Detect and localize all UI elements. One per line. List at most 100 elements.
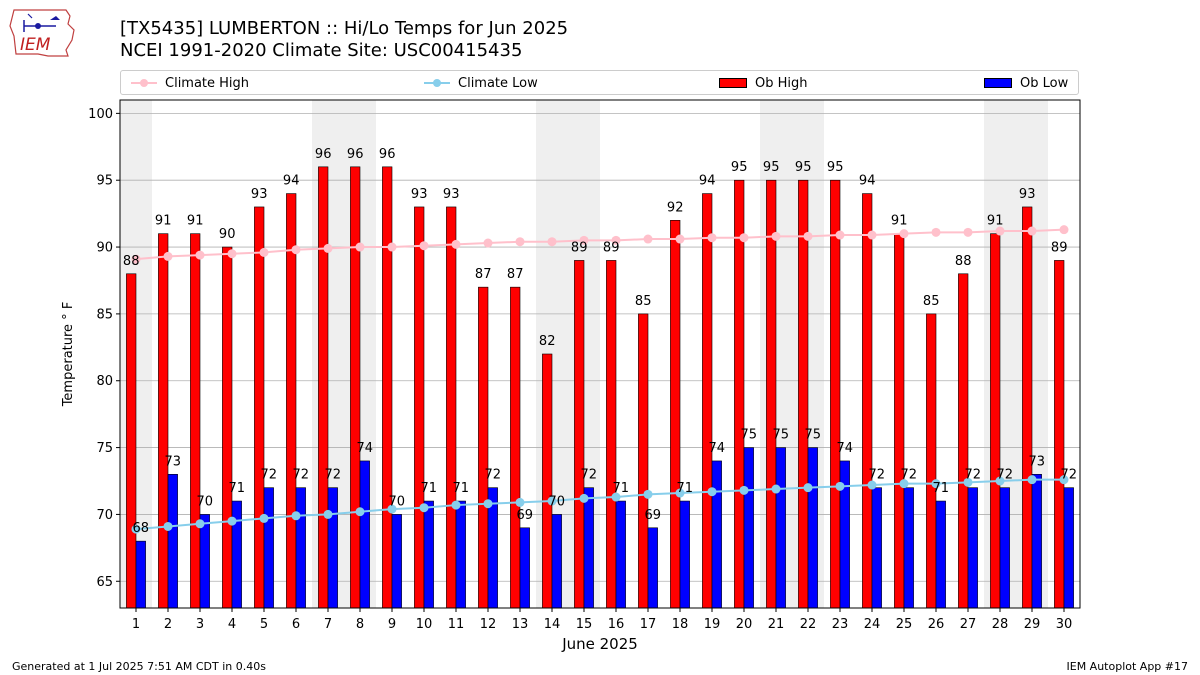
ob-low-value-label: 71 [677, 481, 694, 496]
x-tick-label: 13 [512, 617, 529, 632]
x-tick-label: 24 [864, 617, 881, 632]
ob-low-bar [967, 487, 978, 609]
x-tick-label: 17 [640, 617, 657, 632]
ob-low-value-label: 69 [645, 508, 662, 523]
ob-high-bar [446, 206, 457, 609]
climate-high-point [995, 226, 1005, 236]
climate-low-point [227, 516, 237, 526]
ob-low-value-label: 74 [357, 441, 374, 456]
x-tick-label: 14 [544, 617, 561, 632]
x-tick-label: 15 [576, 617, 593, 632]
ob-low-value-label: 72 [325, 468, 342, 483]
climate-low-point [611, 492, 621, 502]
ob-low-bar [775, 447, 786, 609]
ob-low-value-label: 71 [933, 481, 950, 496]
ob-high-bar [734, 179, 745, 609]
ob-high-value-label: 95 [827, 160, 844, 175]
ob-low-value-label: 69 [517, 508, 534, 523]
ob-high-value-label: 91 [987, 214, 1004, 229]
climate-high-point [163, 251, 173, 261]
iem-logo: IEM [9, 9, 75, 57]
ob-low-bar [711, 460, 722, 609]
x-tick-label: 10 [416, 617, 433, 632]
y-tick-label: 75 [96, 441, 113, 456]
ob-low-bar [903, 487, 914, 609]
ob-high-value-label: 82 [539, 334, 556, 349]
climate-low-point [899, 479, 909, 489]
ob-low-bar [679, 500, 690, 609]
ob-high-bar [126, 273, 137, 609]
x-tick-label: 21 [768, 617, 785, 632]
climate-high-point [931, 227, 941, 237]
ob-low-bar [1031, 474, 1042, 609]
climate-high-point [291, 245, 301, 255]
climate-high-point [451, 239, 461, 249]
climate-low-point [675, 488, 685, 498]
x-tick-label: 25 [896, 617, 913, 632]
ob-low-bar [391, 514, 402, 609]
ob-low-bar [327, 487, 338, 609]
x-tick-label: 30 [1056, 617, 1073, 632]
ob-high-value-label: 87 [507, 267, 524, 282]
climate-high-point [515, 237, 525, 247]
x-tick-label: 11 [448, 617, 465, 632]
x-tick-label: 4 [228, 617, 236, 632]
legend-ob-low-label: Ob Low [1020, 75, 1069, 91]
x-tick-label: 7 [324, 617, 332, 632]
x-tick-label: 2 [164, 617, 172, 632]
climate-high-point [195, 250, 205, 260]
legend-climate-high: Climate High [131, 74, 249, 92]
ob-low-value-label: 75 [741, 428, 758, 443]
ob-low-value-label: 68 [133, 521, 150, 536]
x-tick-label: 26 [928, 617, 945, 632]
ob-high-value-label: 92 [667, 200, 684, 215]
ob-high-bar [894, 233, 905, 609]
climate-low-point [195, 519, 205, 529]
climate-high-point [131, 254, 141, 264]
climate-high-point [1059, 225, 1069, 235]
x-tick-label: 19 [704, 617, 721, 632]
ob-high-bar [350, 166, 361, 609]
title-line-2: NCEI 1991-2020 Climate Site: USC00415435 [120, 40, 523, 61]
ob-high-value-label: 91 [891, 214, 908, 229]
y-tick-label: 90 [96, 241, 113, 256]
ob-high-value-label: 87 [475, 267, 492, 282]
ob-high-bar [702, 193, 713, 609]
legend-climate-low: Climate Low [424, 74, 538, 92]
ob-high-value-label: 95 [795, 160, 812, 175]
climate-low-point [739, 485, 749, 495]
ob-high-bar [958, 273, 969, 609]
ob-low-value-label: 71 [613, 481, 630, 496]
x-tick-label: 9 [388, 617, 396, 632]
climate-low-point [835, 481, 845, 491]
climate-low-point [579, 493, 589, 503]
ob-high-bar [766, 179, 777, 609]
climate-low-point [771, 484, 781, 494]
ob-high-bar [830, 179, 841, 609]
x-tick-label: 12 [480, 617, 497, 632]
weather-station-icon [23, 13, 60, 32]
climate-low-point [1059, 475, 1069, 485]
legend-ob-low: Ob Low [984, 74, 1068, 92]
ob-low-value-label: 70 [389, 494, 406, 509]
ob-low-value-label: 73 [1029, 454, 1046, 469]
x-tick-label: 22 [800, 617, 817, 632]
title-line-1: [TX5435] LUMBERTON :: Hi/Lo Temps for Ju… [120, 18, 569, 39]
x-tick-label: 16 [608, 617, 625, 632]
climate-low-point [355, 507, 365, 517]
plot-frame [119, 99, 1081, 609]
x-tick-label: 20 [736, 617, 753, 632]
ob-low-value-label: 71 [229, 481, 246, 496]
ob-high-bar [414, 206, 425, 609]
ob-high-value-label: 85 [635, 294, 652, 309]
x-tick-label: 29 [1024, 617, 1041, 632]
climate-high-point [675, 234, 685, 244]
ob-high-bar [542, 353, 553, 609]
ob-low-bar [647, 527, 658, 609]
climate-high-point [835, 230, 845, 240]
ob-low-value-label: 71 [453, 481, 470, 496]
ob-low-value-label: 72 [997, 468, 1014, 483]
climate-low-point [931, 479, 941, 489]
climate-low-point [131, 524, 141, 534]
